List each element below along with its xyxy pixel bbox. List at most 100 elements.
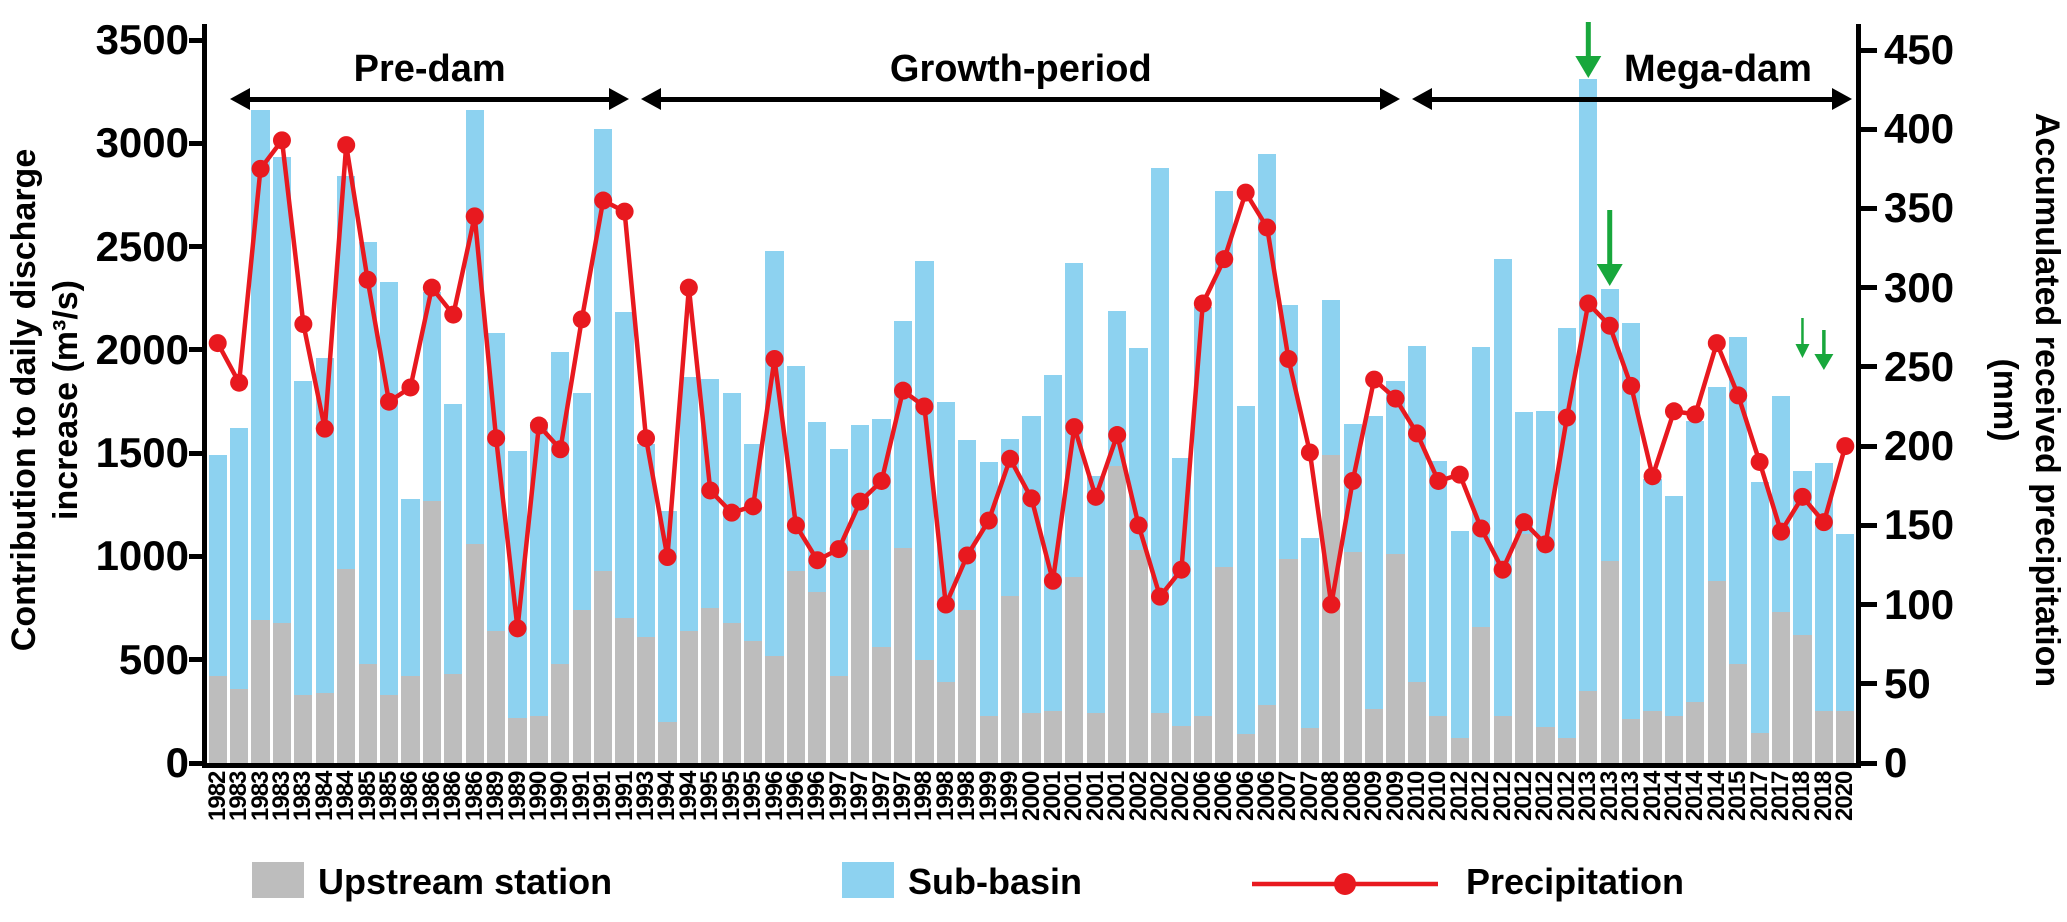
subbasin-segment	[1279, 305, 1298, 559]
precip-dot	[1707, 334, 1726, 353]
stacked-bar-2010-57	[1429, 461, 1448, 763]
subbasin-segment	[615, 311, 634, 619]
axis-tick	[189, 140, 205, 146]
axis-tick	[189, 760, 205, 766]
subbasin-segment	[551, 351, 570, 664]
subbasin-segment	[1729, 337, 1748, 664]
upstream-segment	[1814, 711, 1833, 763]
precip-dot	[401, 378, 420, 397]
upstream-segment	[915, 659, 934, 763]
upstream-segment	[1514, 533, 1534, 763]
stacked-bar-1985-7	[358, 242, 377, 763]
axis-tick	[189, 347, 205, 353]
upstream-segment	[658, 721, 677, 763]
stacked-bar-2001-42	[1108, 310, 1127, 763]
upstream-segment	[422, 500, 441, 763]
stacked-bar-1990-16	[551, 351, 570, 763]
subbasin-segment	[1022, 415, 1041, 714]
subbasin-segment	[1600, 288, 1619, 561]
subbasin-segment	[1257, 153, 1277, 706]
subbasin-segment	[1193, 306, 1212, 716]
left-axis-tick-label: 3000	[95, 119, 189, 167]
upstream-segment	[358, 663, 377, 763]
axis-tick	[189, 553, 205, 559]
upstream-segment	[1365, 709, 1384, 763]
subbasin-segment	[272, 156, 292, 623]
subbasin-segment	[1664, 495, 1684, 716]
stacked-bar-1995-23	[701, 378, 720, 763]
stacked-bar-2010-56	[1407, 345, 1427, 763]
upstream-segment	[594, 570, 613, 763]
subbasin-segment	[1215, 190, 1234, 567]
subbasin-segment	[1793, 470, 1812, 635]
period-arrow-line	[1430, 97, 1834, 102]
subbasin-segment	[594, 128, 613, 571]
precip-dot	[1236, 183, 1255, 202]
upstream-segment	[936, 682, 955, 763]
axis-tick	[1861, 602, 1877, 608]
axis-tick	[189, 37, 205, 43]
subbasin-segment	[1407, 345, 1427, 683]
right-axis-tick-label: 50	[1884, 659, 1931, 707]
precip-dot	[1750, 452, 1769, 471]
axis-tick	[1861, 126, 1877, 132]
upstream-segment	[615, 618, 634, 763]
upstream-segment	[1729, 663, 1748, 763]
axis-tick	[1861, 681, 1877, 687]
upstream-segment	[465, 544, 484, 763]
subbasin-segment	[1472, 346, 1491, 627]
upstream-segment	[1129, 550, 1148, 763]
upstream-segment	[1343, 552, 1362, 763]
stacked-bar-1994-22	[679, 376, 698, 763]
stacked-bar-1996-26	[765, 250, 784, 763]
stacked-bar-2017-72	[1750, 482, 1769, 763]
stacked-bar-1991-19	[615, 311, 634, 763]
upstream-segment	[851, 550, 870, 763]
upstream-segment	[1793, 634, 1812, 763]
upstream-segment	[979, 715, 998, 763]
right-axis-tick-label: 0	[1884, 739, 1908, 786]
stacked-bar-1986-10	[422, 292, 441, 763]
upstream-segment	[765, 655, 784, 763]
left-axis-line	[202, 24, 207, 768]
subbasin-segment	[1450, 530, 1469, 739]
subbasin-segment	[722, 393, 741, 623]
upstream-segment	[1043, 711, 1062, 763]
subbasin-segment	[465, 110, 484, 545]
upstream-segment	[1643, 711, 1662, 763]
subbasin-segment	[808, 422, 827, 592]
stacked-bar-2012-61	[1514, 411, 1534, 763]
precip-dot	[337, 136, 356, 155]
stacked-bar-1998-35	[958, 439, 977, 763]
axis-tick	[189, 244, 205, 250]
subbasin-segment	[1343, 424, 1362, 553]
stacked-bar-1983-2	[251, 110, 270, 763]
left-axis-tick-label: 1000	[95, 532, 189, 580]
subbasin-segment	[701, 378, 720, 609]
upstream-segment	[487, 630, 506, 763]
upstream-segment	[722, 622, 741, 763]
subbasin-segment	[1365, 415, 1384, 710]
upstream-segment	[958, 610, 977, 763]
stacked-bar-1989-13	[487, 333, 506, 763]
precip-dot	[1664, 402, 1683, 421]
green-arrow-icon-2013	[1575, 22, 1602, 78]
arrowhead-right-icon	[1832, 88, 1852, 110]
subbasin-segment	[1043, 374, 1062, 712]
stacked-bar-2014-67	[1643, 478, 1662, 763]
subbasin-segment	[1643, 478, 1662, 712]
precip-dot	[679, 278, 698, 297]
upstream-segment	[272, 622, 292, 763]
upstream-segment	[808, 591, 827, 763]
upstream-segment	[1000, 595, 1020, 763]
upstream-segment	[1536, 726, 1555, 763]
stacked-bar-2002-43	[1129, 347, 1148, 763]
upstream-segment	[1257, 705, 1277, 763]
upstream-segment	[1686, 702, 1705, 763]
subbasin-segment	[1386, 380, 1405, 555]
left-axis-tick-label: 3500	[95, 16, 189, 63]
subbasin-segment	[401, 498, 420, 677]
subbasin-segment	[251, 110, 270, 621]
left-axis-title-line1: Contribution to daily discharge	[5, 148, 43, 652]
upstream-segment	[1750, 733, 1769, 763]
